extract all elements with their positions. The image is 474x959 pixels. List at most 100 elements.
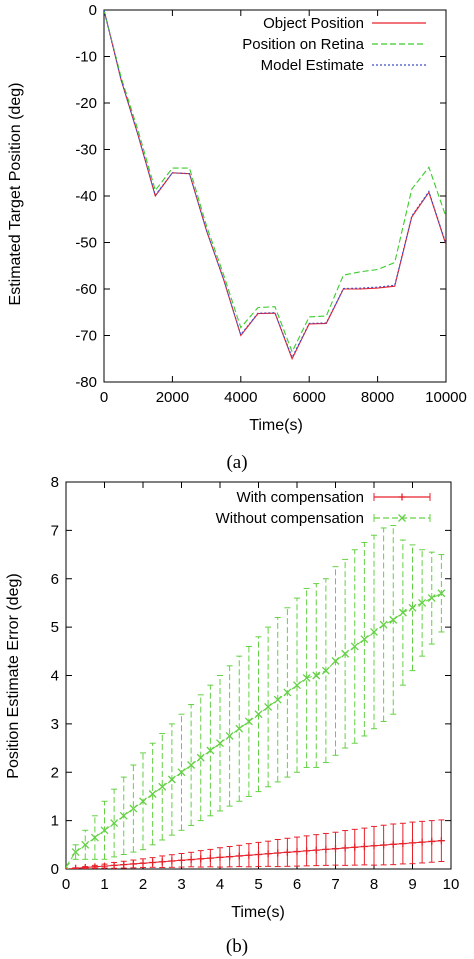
series-without-compensation-point <box>148 790 157 798</box>
series-with-compensation-point <box>120 861 128 869</box>
series-with-compensation-point <box>129 860 137 868</box>
series-with-compensation-point <box>332 845 339 853</box>
y-tick-label: 6 <box>51 571 59 588</box>
x-tick-label: 0 <box>62 876 70 893</box>
series-with-compensation-point <box>187 856 195 864</box>
y-tick-label: 8 <box>51 474 59 491</box>
series-with-compensation-point <box>389 840 397 848</box>
x-tick-label: 8000 <box>361 389 394 406</box>
series-with-compensation-point <box>110 861 118 869</box>
series-with-compensation-point <box>370 842 378 850</box>
series-without-compensation-point <box>90 833 99 842</box>
series-without-compensation-point <box>100 826 109 835</box>
x-tick-label: 10000 <box>425 389 467 406</box>
x-tick-label: 9 <box>408 876 416 893</box>
legend-swatch-marker <box>398 514 406 522</box>
series-without-compensation-point <box>225 732 234 740</box>
series-position-on-retina-line <box>104 10 446 354</box>
series-with-compensation-point <box>245 851 253 859</box>
chart-b: Position Estimate Error (deg) Time(s) (b… <box>5 474 459 957</box>
x-tick-label: 6000 <box>293 389 326 406</box>
y-tick-label: -50 <box>75 235 97 252</box>
y-tick-label: 7 <box>51 522 59 539</box>
series-without-compensation-point <box>293 681 301 690</box>
series-without-compensation-point <box>129 804 138 813</box>
series-with-compensation-point <box>418 838 426 846</box>
series-with-compensation-point <box>428 837 436 845</box>
series-without-compensation-point <box>206 746 215 755</box>
x-tick-label: 8 <box>370 876 378 893</box>
series-without-compensation-point <box>370 628 378 636</box>
legend-label: Without compensation <box>216 510 364 527</box>
x-tick-label: 3 <box>177 876 185 893</box>
series-with-compensation-point <box>264 850 272 858</box>
legend-swatch-marker <box>398 493 406 501</box>
x-tick-label: 4000 <box>224 389 257 406</box>
series-without-compensation-point <box>110 819 119 828</box>
x-tick-label: 0 <box>100 389 108 406</box>
x-tick-label: 5 <box>254 876 262 893</box>
series-with-compensation-point <box>312 846 320 854</box>
series-with-compensation-point <box>341 844 349 852</box>
series-with-compensation-point <box>274 849 282 857</box>
series-without-compensation-point <box>389 615 398 624</box>
series-without-compensation-point <box>360 635 369 644</box>
series-with-compensation-point <box>168 857 176 865</box>
series-without-compensation-point <box>283 688 292 697</box>
series-without-compensation-point <box>196 753 205 762</box>
series-with-compensation-point <box>409 839 416 847</box>
series-without-compensation-point <box>244 717 253 726</box>
plot-data <box>104 10 446 361</box>
series-with-compensation-point <box>72 864 80 869</box>
y-tick-label: 1 <box>51 813 59 830</box>
series-with-compensation-point <box>283 848 291 856</box>
series-without-compensation-point <box>66 862 70 869</box>
y-tick-label: 0 <box>51 861 59 878</box>
x-tick-label: 2000 <box>156 389 189 406</box>
series-with-compensation-point <box>226 853 234 861</box>
series-without-compensation-point <box>139 797 147 806</box>
series-with-compensation-point <box>149 858 157 866</box>
series-without-compensation-point <box>71 848 80 857</box>
chart-a-ylabel: Estimated Target Position (deg) <box>7 83 24 306</box>
series-without-compensation-point <box>216 739 224 748</box>
chart-a-caption: (a) <box>226 452 247 473</box>
series-without-compensation-point <box>264 702 273 711</box>
series-with-compensation-point <box>437 837 445 845</box>
series-without-compensation-point <box>273 695 282 704</box>
plot-data <box>66 525 446 869</box>
y-tick-label: 3 <box>51 716 59 733</box>
series-without-compensation-point <box>167 775 176 784</box>
series-without-compensation-point <box>418 598 427 607</box>
series-with-compensation-point <box>197 855 205 863</box>
series-without-compensation-point <box>81 840 90 849</box>
series-with-compensation-point <box>293 848 301 856</box>
chart-b-caption: (b) <box>226 936 248 957</box>
series-with-compensation-point <box>380 841 388 849</box>
series-without-compensation-point <box>254 710 263 719</box>
x-tick-label: 1 <box>100 876 108 893</box>
series-with-compensation-point <box>81 864 89 869</box>
series-without-compensation-point <box>177 768 186 777</box>
y-tick-label: -70 <box>75 328 97 345</box>
y-tick-label: 0 <box>89 2 97 19</box>
series-with-compensation-point <box>399 840 407 848</box>
legend-label: Model Estimate <box>261 57 364 74</box>
series-without-compensation-point <box>437 589 446 598</box>
series-with-compensation-point <box>322 845 330 853</box>
series-with-compensation-point <box>91 863 99 869</box>
series-without-compensation-point <box>379 620 388 629</box>
series-with-compensation-point <box>178 856 185 864</box>
y-tick-label: 4 <box>51 668 59 685</box>
y-tick-label: -40 <box>75 188 97 205</box>
y-tick-label: -30 <box>75 142 97 159</box>
y-tick-label: -80 <box>75 374 97 391</box>
series-without-compensation-point <box>408 603 417 612</box>
series-without-compensation-point <box>350 642 359 651</box>
series-without-compensation-point <box>158 782 167 791</box>
x-tick-label: 4 <box>216 876 224 893</box>
series-with-compensation-point <box>206 854 214 862</box>
series-with-compensation-point <box>216 853 224 861</box>
series-without-compensation-point <box>427 594 436 603</box>
